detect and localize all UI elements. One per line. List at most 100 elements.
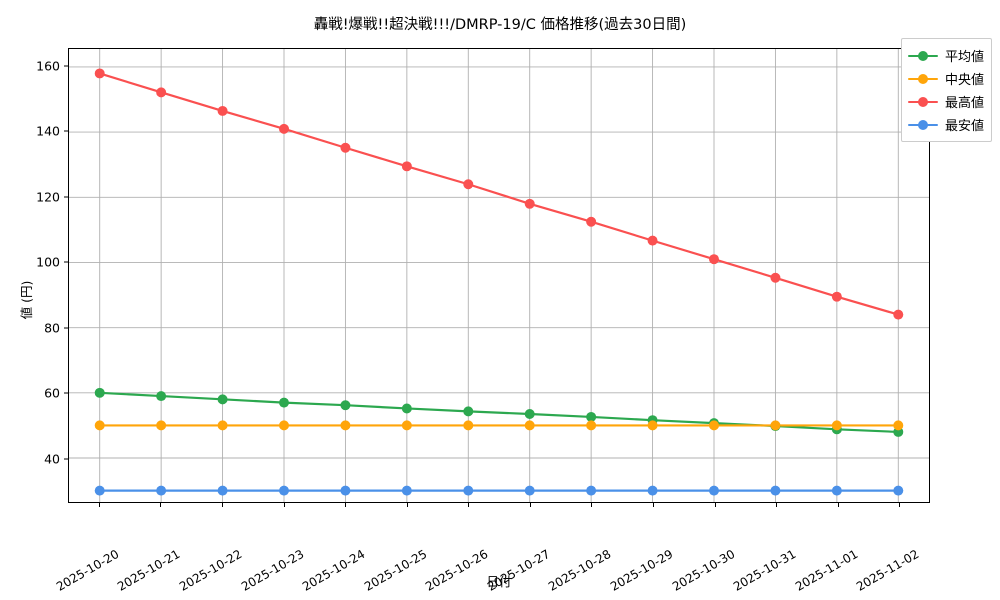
data-point-marker — [770, 420, 781, 431]
series-line — [98, 72, 900, 316]
data-point-marker — [524, 485, 535, 496]
data-point-marker — [217, 485, 228, 496]
data-point-marker — [217, 394, 228, 405]
data-point-marker — [94, 387, 105, 398]
x-axis-tick-mark — [468, 503, 470, 507]
data-point-marker — [586, 420, 597, 431]
y-axis-tick-label: 160 — [36, 58, 60, 74]
y-axis-tick-mark — [64, 261, 68, 263]
x-axis-tick-mark — [406, 503, 408, 507]
x-axis-tick-mark — [283, 503, 285, 507]
data-point-marker — [217, 105, 228, 116]
x-axis-tick-mark — [776, 503, 778, 507]
legend-label: 最安値 — [944, 119, 984, 134]
x-axis-tick-mark — [714, 503, 716, 507]
y-axis-tick-label: 100 — [36, 254, 60, 270]
data-point-marker — [524, 409, 535, 419]
x-axis-tick-mark — [652, 503, 654, 507]
x-axis-tick-mark — [899, 503, 901, 507]
data-point-marker — [831, 485, 842, 496]
y-axis: 40 60 80 100 120 140 160 — [0, 48, 68, 503]
data-point-marker — [647, 235, 658, 246]
x-axis-tick-mark — [98, 503, 100, 507]
legend-item: 平均値 — [907, 44, 984, 67]
data-point-marker — [524, 420, 535, 431]
data-point-marker — [279, 420, 289, 431]
data-point-marker — [709, 485, 719, 496]
data-point-marker — [524, 198, 535, 209]
y-axis-tick-mark — [64, 458, 68, 460]
data-point-marker — [586, 411, 597, 422]
data-point-marker — [463, 179, 474, 190]
data-point-marker — [340, 420, 351, 431]
x-axis-tick-mark — [160, 503, 162, 507]
data-point-marker — [156, 420, 167, 431]
data-point-marker — [340, 142, 351, 153]
data-point-marker — [401, 485, 412, 496]
data-point-marker — [340, 485, 351, 496]
legend-swatch-icon — [907, 49, 938, 63]
y-axis-tick-mark — [64, 196, 68, 198]
data-point-marker — [893, 309, 904, 320]
legend-marker-icon — [917, 96, 928, 107]
data-point-marker — [279, 397, 289, 408]
data-point-marker — [770, 272, 781, 283]
data-point-marker — [893, 420, 904, 431]
data-point-marker — [770, 485, 781, 496]
data-point-marker — [94, 420, 105, 431]
legend-swatch-icon — [907, 72, 938, 86]
data-point-marker — [463, 420, 474, 431]
y-axis-tick-mark — [64, 65, 68, 67]
data-point-marker — [94, 485, 105, 496]
y-axis-tick-label: 60 — [44, 385, 60, 401]
data-point-marker — [279, 485, 289, 496]
x-axis-label: 日付 — [486, 574, 512, 589]
legend-swatch-icon — [907, 118, 938, 132]
x-axis-tick-mark — [591, 503, 593, 507]
y-axis-tick-mark — [64, 392, 68, 394]
x-axis-tick-mark — [529, 503, 531, 507]
data-point-marker — [647, 485, 658, 496]
legend-marker-icon — [917, 73, 928, 84]
legend-marker-icon — [917, 119, 928, 130]
data-point-marker — [709, 254, 719, 265]
data-point-marker — [463, 406, 474, 417]
legend-label: 中央値 — [944, 73, 984, 88]
legend-swatch-icon — [907, 95, 938, 109]
data-point-marker — [586, 485, 597, 496]
plot-area — [68, 48, 930, 503]
legend-label: 平均値 — [944, 50, 984, 65]
data-point-marker — [401, 161, 412, 172]
y-axis-tick-label: 140 — [36, 123, 60, 139]
legend-item: 最高値 — [907, 90, 984, 113]
chart-legend: 平均値中央値最高値最安値 — [900, 38, 992, 142]
legend-label: 最高値 — [944, 96, 984, 111]
data-point-marker — [831, 291, 842, 302]
x-axis-tick-mark — [345, 503, 347, 507]
y-axis-tick-label: 120 — [36, 189, 60, 205]
data-point-marker — [586, 216, 597, 227]
data-point-marker — [893, 485, 904, 496]
data-point-marker — [156, 391, 167, 402]
data-point-marker — [94, 68, 105, 79]
y-axis-tick-label: 40 — [44, 451, 60, 467]
data-point-marker — [156, 87, 167, 98]
y-axis-tick-mark — [64, 130, 68, 132]
y-axis-tick-label: 80 — [44, 320, 60, 336]
legend-item: 中央値 — [907, 67, 984, 90]
chart-title: 轟戦!爆戦!!超決戦!!!/DMRP-19/C 価格推移(過去30日間) — [313, 17, 687, 33]
data-point-marker — [401, 403, 412, 414]
legend-item: 最安値 — [907, 113, 984, 136]
data-point-marker — [156, 485, 167, 496]
data-point-marker — [279, 123, 289, 134]
data-point-marker — [340, 400, 351, 411]
data-point-marker — [217, 420, 228, 431]
x-axis-tick-mark — [837, 503, 839, 507]
data-point-marker — [709, 420, 719, 431]
data-point-marker — [831, 420, 842, 431]
series-layer — [94, 68, 904, 496]
x-axis: 日付 2025-10-20 2025-10-21 2025-10-22 2025-10… — [54, 503, 930, 600]
data-point-marker — [647, 420, 658, 431]
y-axis-tick-mark — [64, 327, 68, 329]
